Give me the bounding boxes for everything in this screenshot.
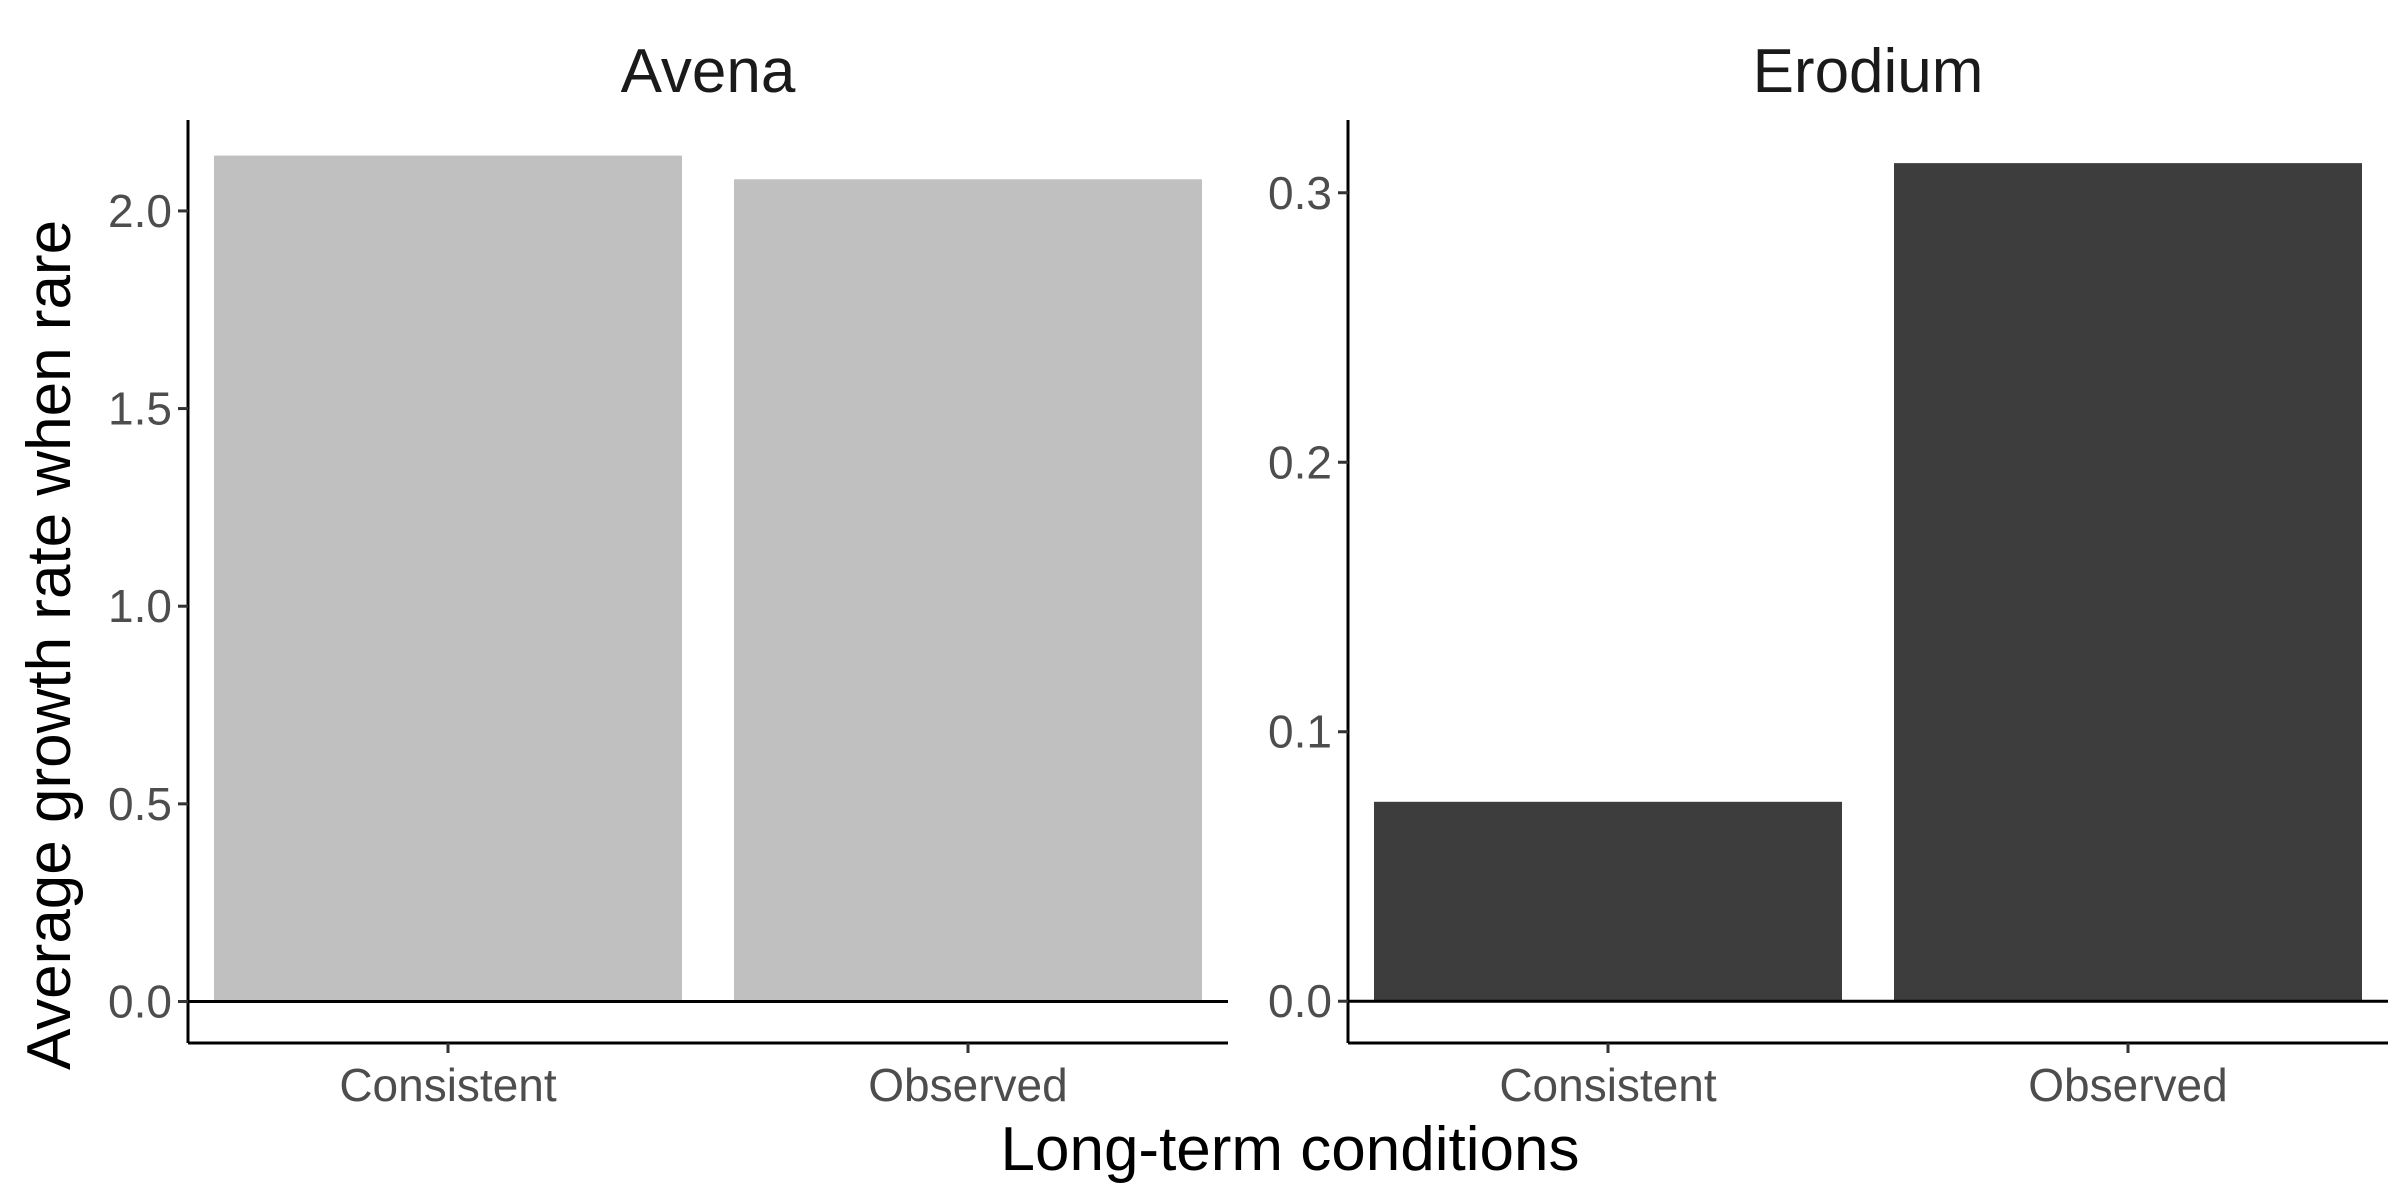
bar-consistent xyxy=(214,155,682,1002)
panel-title: Avena xyxy=(621,37,796,106)
y-tick-label: 0.3 xyxy=(1268,167,1332,219)
panel-erodium: Erodium 0.0 0.1 0.2 0.3 Consistent Observed xyxy=(1268,37,2388,1111)
bar-consistent xyxy=(1374,801,1842,1002)
y-tick-label: 0.5 xyxy=(108,778,172,830)
y-axis-title: Average growth rate when rare xyxy=(15,220,84,1070)
y-tick-label: 0.1 xyxy=(1268,706,1332,758)
bar-observed xyxy=(1894,163,2362,1002)
x-tick-label: Observed xyxy=(2028,1059,2227,1111)
panel-avena: Avena 0.0 0.5 1.0 1.5 2.0 Consistent Observed xyxy=(108,37,1228,1111)
x-tick-label: Consistent xyxy=(1499,1059,1717,1111)
y-tick-label: 0.0 xyxy=(1268,975,1332,1027)
y-tick-label: 2.0 xyxy=(108,185,172,237)
x-tick-label: Observed xyxy=(868,1059,1067,1111)
bar-observed xyxy=(734,179,1202,1002)
x-tick-label: Consistent xyxy=(339,1059,557,1111)
panel-title: Erodium xyxy=(1753,37,1984,106)
y-tick-label: 0.2 xyxy=(1268,436,1332,488)
y-tick-label: 1.5 xyxy=(108,383,172,435)
x-axis-title: Long-term conditions xyxy=(1001,1115,1580,1184)
y-tick-label: 0.0 xyxy=(108,975,172,1027)
y-tick-label: 1.0 xyxy=(108,580,172,632)
